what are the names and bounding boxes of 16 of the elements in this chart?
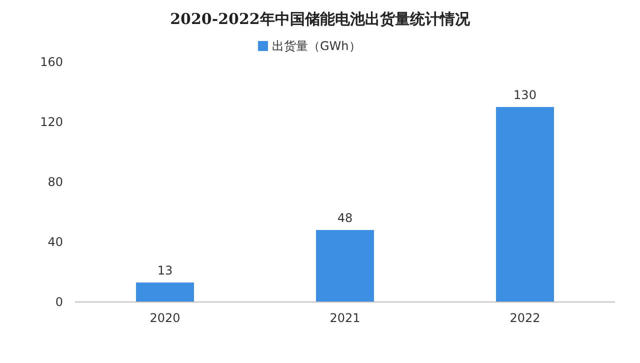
x-tick-label: 2021 (330, 311, 360, 325)
data-label: 48 (337, 211, 353, 225)
bar (496, 107, 554, 302)
y-tick-label: 0 (55, 295, 63, 309)
data-label: 13 (157, 264, 173, 278)
bar (316, 230, 374, 302)
legend-label: 出货量（GWh） (272, 39, 361, 53)
y-tick-label: 120 (40, 115, 63, 129)
chart-title: 2020-2022年中国储能电池出货量统计情况 (170, 10, 471, 28)
x-tick-label: 2022 (510, 311, 540, 325)
y-tick-label: 160 (40, 55, 63, 69)
y-tick-label: 40 (48, 235, 63, 249)
bar (136, 282, 194, 302)
x-tick-label: 2020 (150, 311, 180, 325)
y-tick-label: 80 (48, 175, 63, 189)
data-label: 130 (514, 88, 536, 102)
